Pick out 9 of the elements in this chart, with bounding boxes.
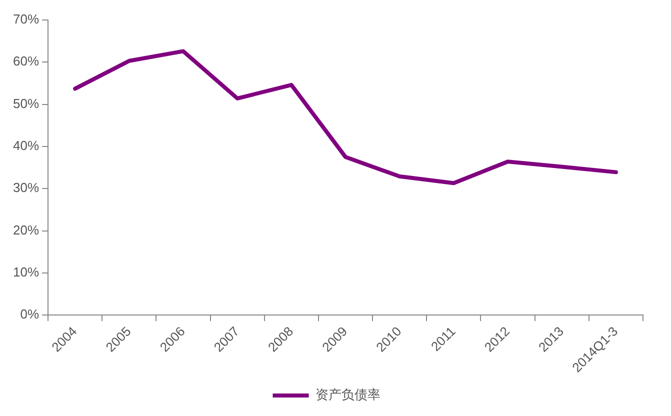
y-tick-label: 60% xyxy=(12,54,40,69)
legend-label: 资产负债率 xyxy=(315,387,380,402)
y-tick-label: 40% xyxy=(12,138,40,154)
y-tick-label: 50% xyxy=(12,96,40,111)
y-tick-label: 30% xyxy=(12,180,40,196)
y-tick-label: 70% xyxy=(12,12,40,27)
y-tick-label: 20% xyxy=(12,222,40,238)
y-tick-label: 10% xyxy=(12,264,40,280)
y-tick-label: 0% xyxy=(20,306,40,322)
